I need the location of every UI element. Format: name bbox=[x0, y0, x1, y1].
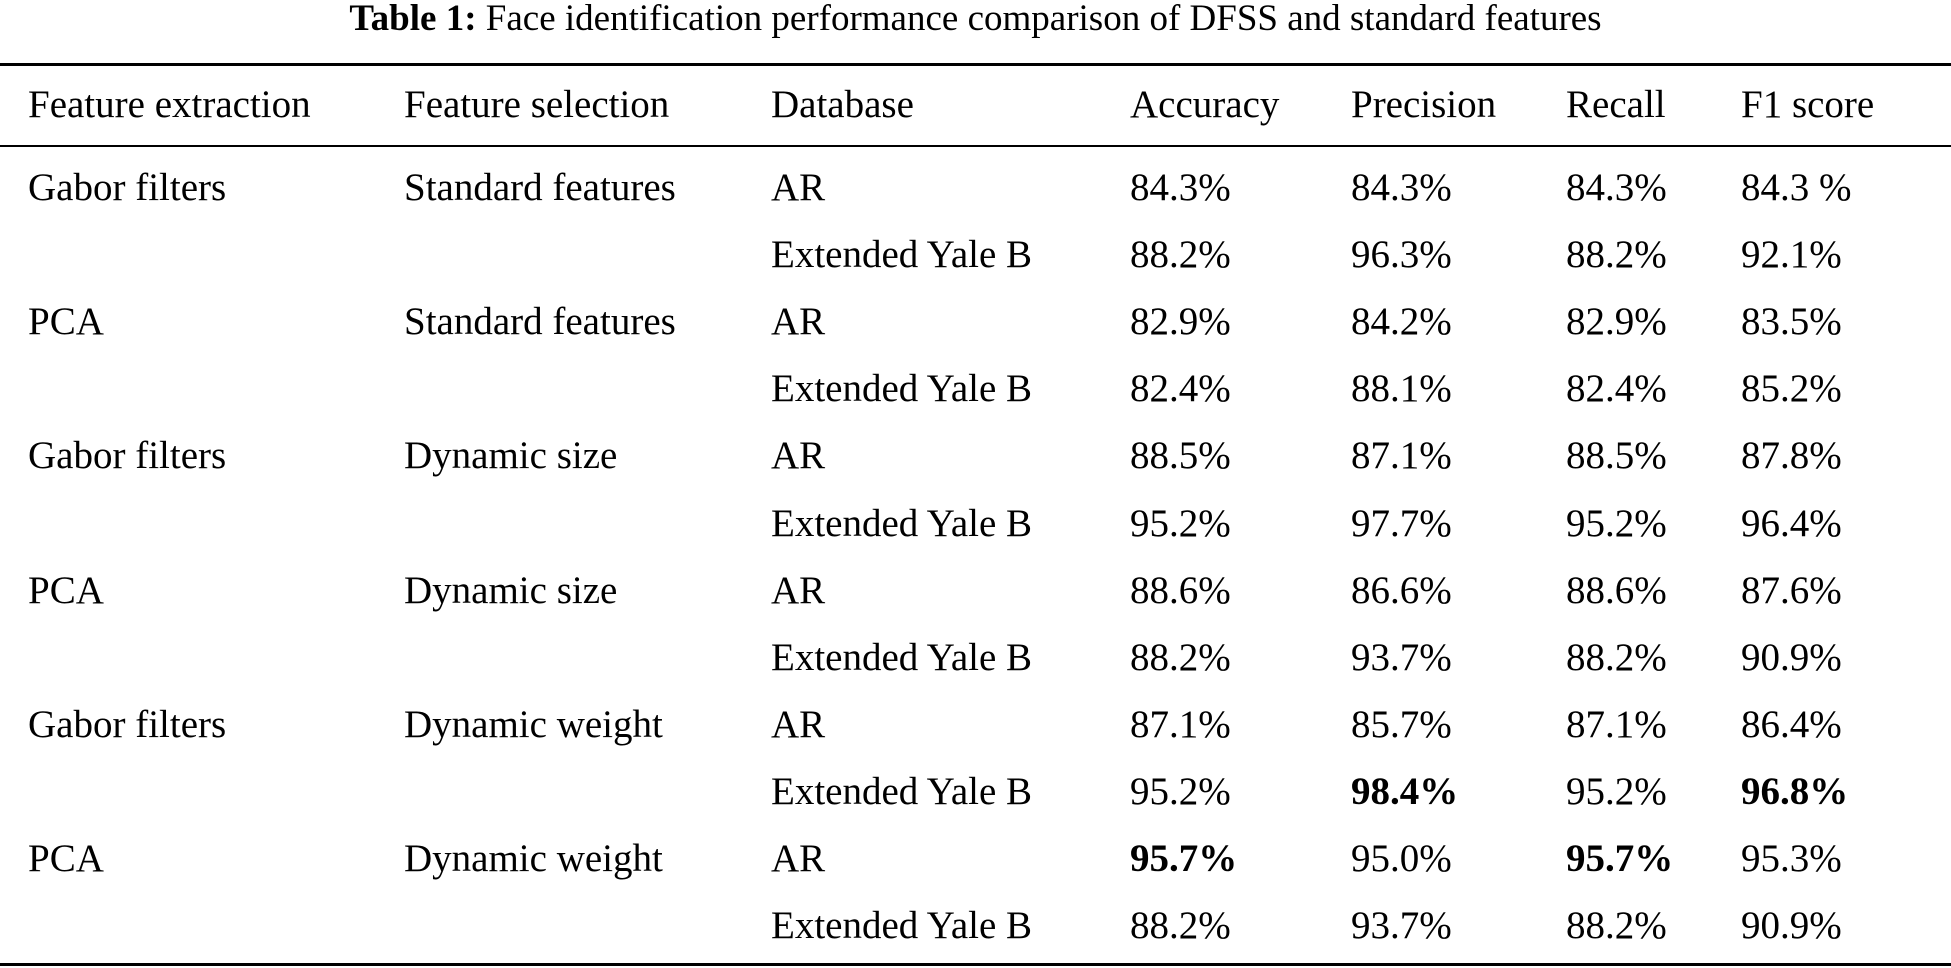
cell-database: Extended Yale B bbox=[771, 502, 1033, 545]
cell-accuracy: 82.9% bbox=[1130, 300, 1231, 343]
header-precision: Precision bbox=[1351, 83, 1497, 126]
cell-precision: 88.1% bbox=[1351, 367, 1452, 410]
cell-precision: 87.1% bbox=[1351, 434, 1452, 477]
cell-accuracy: 95.7% bbox=[1130, 837, 1238, 880]
header-feature-extraction: Feature extraction bbox=[28, 83, 311, 126]
cell-accuracy: 88.6% bbox=[1130, 569, 1231, 612]
cell-recall: 95.2% bbox=[1566, 502, 1667, 545]
cell-recall: 88.6% bbox=[1566, 569, 1667, 612]
table-top-rule bbox=[0, 63, 1951, 66]
table-row: Gabor filters Dynamic size AR 88.5% 87.1% 88.… bbox=[0, 431, 1951, 481]
cell-database: Extended Yale B bbox=[771, 770, 1033, 813]
cell-f1-score: 96.4% bbox=[1741, 502, 1842, 545]
cell-accuracy: 88.2% bbox=[1130, 233, 1231, 276]
table-caption-text: Face identification performance comparis… bbox=[485, 0, 1602, 39]
cell-precision: 98.4% bbox=[1351, 770, 1459, 813]
cell-precision: 96.3% bbox=[1351, 233, 1452, 276]
cell-feature-extraction: PCA bbox=[28, 300, 104, 343]
table-row: PCA Standard features AR 82.9% 84.2% 82.9% 83.… bbox=[0, 297, 1951, 347]
cell-feature-selection: Dynamic size bbox=[404, 434, 618, 477]
table-bottom-rule bbox=[0, 963, 1951, 966]
table-row: Extended Yale B 82.4% 88.1% 82.4% 85.2% bbox=[0, 364, 1951, 414]
cell-feature-extraction: Gabor filters bbox=[28, 703, 227, 746]
cell-f1-score: 87.6% bbox=[1741, 569, 1842, 612]
table-row: Extended Yale B 95.2% 97.7% 95.2% 96.4% bbox=[0, 499, 1951, 549]
cell-f1-score: 96.8% bbox=[1741, 770, 1849, 813]
cell-precision: 86.6% bbox=[1351, 569, 1452, 612]
cell-feature-selection: Dynamic weight bbox=[404, 703, 663, 746]
cell-precision: 93.7% bbox=[1351, 636, 1452, 679]
cell-recall: 82.9% bbox=[1566, 300, 1667, 343]
cell-database: Extended Yale B bbox=[771, 367, 1033, 410]
table-row: Gabor filters Dynamic weight AR 87.1% 85.7% 8… bbox=[0, 700, 1951, 750]
cell-f1-score: 92.1% bbox=[1741, 233, 1842, 276]
cell-recall: 88.2% bbox=[1566, 636, 1667, 679]
cell-database: Extended Yale B bbox=[771, 904, 1033, 947]
cell-database: Extended Yale B bbox=[771, 233, 1033, 276]
cell-f1-score: 95.3% bbox=[1741, 837, 1842, 880]
header-database: Database bbox=[771, 83, 914, 126]
cell-recall: 95.7% bbox=[1566, 837, 1674, 880]
cell-f1-score: 90.9% bbox=[1741, 904, 1842, 947]
header-recall: Recall bbox=[1566, 83, 1666, 126]
table-row: Extended Yale B 95.2% 98.4% 95.2% 96.8% bbox=[0, 767, 1951, 817]
header-feature-selection: Feature selection bbox=[404, 83, 670, 126]
cell-accuracy: 84.3% bbox=[1130, 166, 1231, 209]
cell-recall: 88.2% bbox=[1566, 233, 1667, 276]
table-row: Extended Yale B 88.2% 93.7% 88.2% 90.9% bbox=[0, 901, 1951, 951]
table-row: Extended Yale B 88.2% 96.3% 88.2% 92.1% bbox=[0, 230, 1951, 280]
cell-database: AR bbox=[771, 434, 826, 477]
header-accuracy: Accuracy bbox=[1130, 83, 1280, 126]
table-header-rule bbox=[0, 145, 1951, 147]
cell-f1-score: 84.3 % bbox=[1741, 166, 1852, 209]
cell-precision: 84.2% bbox=[1351, 300, 1452, 343]
table-caption-label: Table 1: bbox=[349, 0, 477, 39]
cell-feature-selection: Dynamic weight bbox=[404, 837, 663, 880]
cell-f1-score: 87.8% bbox=[1741, 434, 1842, 477]
cell-recall: 88.2% bbox=[1566, 904, 1667, 947]
cell-accuracy: 88.5% bbox=[1130, 434, 1231, 477]
cell-f1-score: 90.9% bbox=[1741, 636, 1842, 679]
cell-feature-extraction: Gabor filters bbox=[28, 166, 227, 209]
table-caption: Table 1: Face identification performance… bbox=[0, 0, 1951, 40]
cell-f1-score: 83.5% bbox=[1741, 300, 1842, 343]
cell-f1-score: 86.4% bbox=[1741, 703, 1842, 746]
cell-feature-selection: Standard features bbox=[404, 300, 676, 343]
table-row: PCA Dynamic weight AR 95.7% 95.0% 95.7% 95.3% bbox=[0, 834, 1951, 884]
cell-database: AR bbox=[771, 703, 826, 746]
cell-recall: 87.1% bbox=[1566, 703, 1667, 746]
table-row: Gabor filters Standard features AR 84.3% 84.… bbox=[0, 163, 1951, 213]
cell-accuracy: 82.4% bbox=[1130, 367, 1231, 410]
cell-feature-extraction: PCA bbox=[28, 837, 104, 880]
cell-accuracy: 87.1% bbox=[1130, 703, 1231, 746]
cell-feature-extraction: Gabor filters bbox=[28, 434, 227, 477]
cell-recall: 95.2% bbox=[1566, 770, 1667, 813]
cell-f1-score: 85.2% bbox=[1741, 367, 1842, 410]
table-row: Extended Yale B 88.2% 93.7% 88.2% 90.9% bbox=[0, 633, 1951, 683]
cell-recall: 82.4% bbox=[1566, 367, 1667, 410]
cell-precision: 85.7% bbox=[1351, 703, 1452, 746]
cell-recall: 84.3% bbox=[1566, 166, 1667, 209]
cell-database: Extended Yale B bbox=[771, 636, 1033, 679]
cell-recall: 88.5% bbox=[1566, 434, 1667, 477]
cell-feature-selection: Standard features bbox=[404, 166, 676, 209]
cell-precision: 95.0% bbox=[1351, 837, 1452, 880]
cell-feature-selection: Dynamic size bbox=[404, 569, 618, 612]
cell-accuracy: 88.2% bbox=[1130, 636, 1231, 679]
cell-precision: 84.3% bbox=[1351, 166, 1452, 209]
cell-database: AR bbox=[771, 837, 826, 880]
cell-database: AR bbox=[771, 569, 826, 612]
cell-accuracy: 95.2% bbox=[1130, 502, 1231, 545]
cell-accuracy: 88.2% bbox=[1130, 904, 1231, 947]
cell-precision: 97.7% bbox=[1351, 502, 1452, 545]
table-header-row: Feature extraction Feature selection Dat… bbox=[0, 80, 1951, 130]
header-f1-score: F1 score bbox=[1741, 83, 1875, 126]
table-row: PCA Dynamic size AR 88.6% 86.6% 88.6% 87.6% bbox=[0, 566, 1951, 616]
cell-accuracy: 95.2% bbox=[1130, 770, 1231, 813]
cell-database: AR bbox=[771, 300, 826, 343]
cell-database: AR bbox=[771, 166, 826, 209]
cell-feature-extraction: PCA bbox=[28, 569, 104, 612]
cell-precision: 93.7% bbox=[1351, 904, 1452, 947]
